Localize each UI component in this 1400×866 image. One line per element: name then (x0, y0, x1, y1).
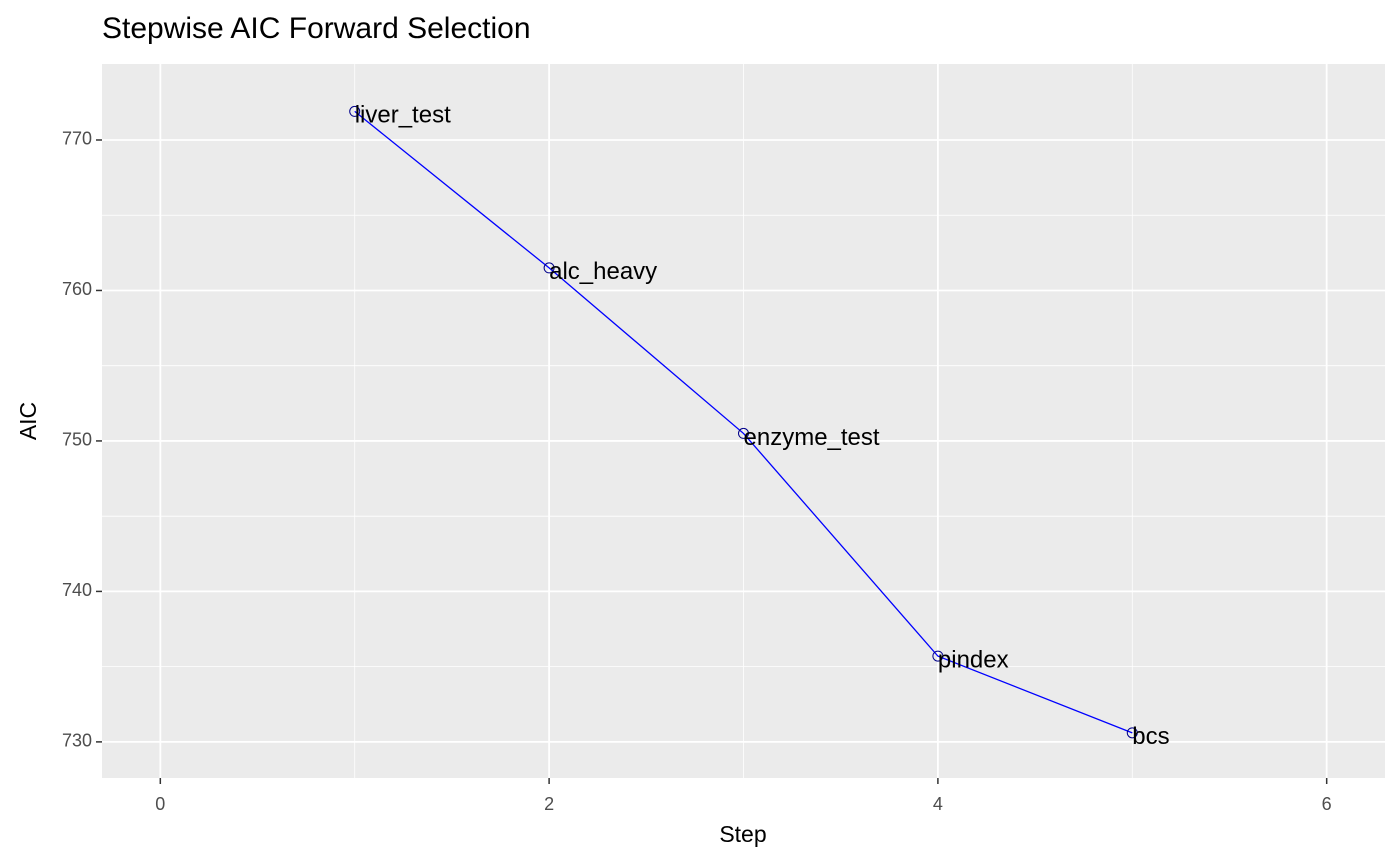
y-tick-label: 740 (62, 580, 92, 600)
x-tick-label: 6 (1322, 794, 1332, 814)
x-axis-label: Step (719, 821, 766, 847)
point (932, 650, 944, 662)
y-axis-label: AIC (15, 402, 41, 440)
x-tick-label: 4 (933, 794, 943, 814)
y-tick-label: 770 (62, 129, 92, 149)
y-tick-label: 730 (62, 731, 92, 751)
y-tick-label: 760 (62, 279, 92, 299)
x-tick-label: 0 (155, 794, 165, 814)
data-label: liver_test (355, 102, 451, 129)
y-tick-label: 750 (62, 430, 92, 450)
point (543, 262, 555, 274)
chart-title: Stepwise AIC Forward Selection (102, 12, 531, 45)
data-label: pindex (938, 646, 1009, 673)
data-label: bcs (1132, 723, 1169, 750)
data-label: enzyme_test (744, 424, 880, 451)
point (738, 427, 749, 439)
line (354, 110, 1133, 734)
x-tick-label: 2 (544, 794, 554, 814)
data-label: alc_heavy (549, 258, 657, 285)
point (349, 105, 361, 117)
point (1126, 727, 1138, 739)
